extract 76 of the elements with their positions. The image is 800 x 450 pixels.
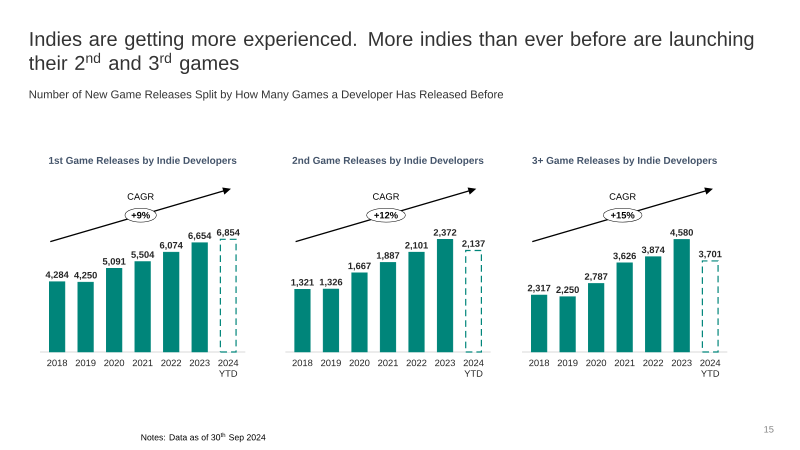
text: +12% (374, 212, 398, 218)
data-label: 1,321 (291, 279, 314, 287)
data-label: 6,654 (188, 232, 212, 240)
text: CAGR (128, 193, 154, 200)
bar (674, 239, 690, 352)
x-tick-label: 2024 YTD (700, 360, 720, 377)
data-label: 1,887 (376, 252, 400, 260)
x-tick-label: 2021 (132, 360, 153, 366)
x-tick-label: 2018 (47, 360, 68, 366)
data-label: 1,326 (320, 278, 342, 287)
x-tick-label: 2021 (614, 360, 635, 366)
x-tick-label: 2024 YTD (464, 360, 484, 377)
text: Notes: Data as of 30$^{th}$ Sep 2024 (141, 432, 266, 442)
data-label: 3,874 (642, 246, 665, 254)
data-label: 2,372 (434, 229, 456, 238)
text: CAGR (610, 193, 636, 200)
text: 15 (764, 426, 774, 433)
text: +9% (132, 212, 150, 218)
data-label: 6,074 (160, 242, 183, 250)
text: +15% (611, 212, 634, 218)
data-label: 2,101 (405, 242, 428, 250)
data-label: 4,284 (46, 271, 69, 280)
x-tick-label: 2019 (76, 360, 96, 366)
x-tick-label: 2023 (672, 360, 692, 366)
x-tick-label: 2018 (292, 360, 312, 366)
bar (78, 282, 94, 352)
bar (106, 268, 122, 352)
bar (351, 272, 368, 352)
data-label: 4,250 (74, 272, 97, 280)
bar (294, 288, 311, 352)
x-tick-label: 2022 (643, 360, 664, 366)
chart-title: 2nd Game Releases by Indie Developers (292, 156, 484, 166)
text: Indies are getting more experienced. More indies than ever before are launching their 2$^{nd}$ and 3$^{rd}$ games (29, 31, 754, 74)
x-tick-label: 2023 (435, 360, 455, 366)
bar (465, 250, 482, 353)
x-tick-label: 2022 (161, 360, 182, 366)
data-label: 2,787 (584, 273, 608, 282)
x-tick-label: 2020 (104, 360, 124, 366)
bar (645, 256, 662, 352)
bar (134, 261, 151, 352)
bar (531, 294, 548, 352)
bar (322, 288, 340, 352)
data-label: 3,701 (698, 250, 722, 259)
x-tick-label: 2019 (321, 360, 341, 366)
x-tick-label: 2023 (190, 360, 210, 366)
x-tick-label: 2022 (406, 360, 426, 366)
data-label: 3,626 (613, 252, 636, 261)
bar (408, 252, 425, 352)
text: Number of New Game Releases Split by How Many Games a Developer Has Released Before (30, 90, 504, 101)
bar (48, 281, 66, 352)
bar (560, 296, 576, 352)
x-tick-label: 2020 (350, 360, 370, 366)
bar (616, 262, 633, 352)
x-tick-label: 2018 (529, 360, 550, 366)
bar (192, 242, 208, 352)
x-tick-label: 2024 YTD (218, 360, 238, 377)
data-label: 1,667 (348, 262, 371, 271)
x-tick-label: 2020 (586, 360, 606, 366)
text: CAGR (373, 193, 400, 200)
data-label: 4,580 (670, 229, 693, 238)
bar (702, 260, 719, 353)
chart-title: 1st Game Releases by Indie Developers (49, 156, 236, 166)
bar (380, 262, 396, 352)
data-label: 2,317 (528, 284, 550, 293)
data-label: 5,091 (102, 258, 126, 266)
data-label: 5,504 (131, 251, 154, 260)
x-tick-label: 2019 (558, 360, 578, 366)
chart-title: 3+ Game Releases by Indie Developers (532, 156, 717, 166)
data-label: 6,854 (216, 229, 240, 238)
bar (163, 252, 180, 352)
data-label: 2,137 (462, 240, 485, 248)
x-tick-label: 2021 (378, 360, 398, 366)
data-label: 2,250 (556, 286, 579, 294)
bar (436, 239, 454, 352)
bar (588, 283, 604, 352)
bar (220, 238, 237, 353)
